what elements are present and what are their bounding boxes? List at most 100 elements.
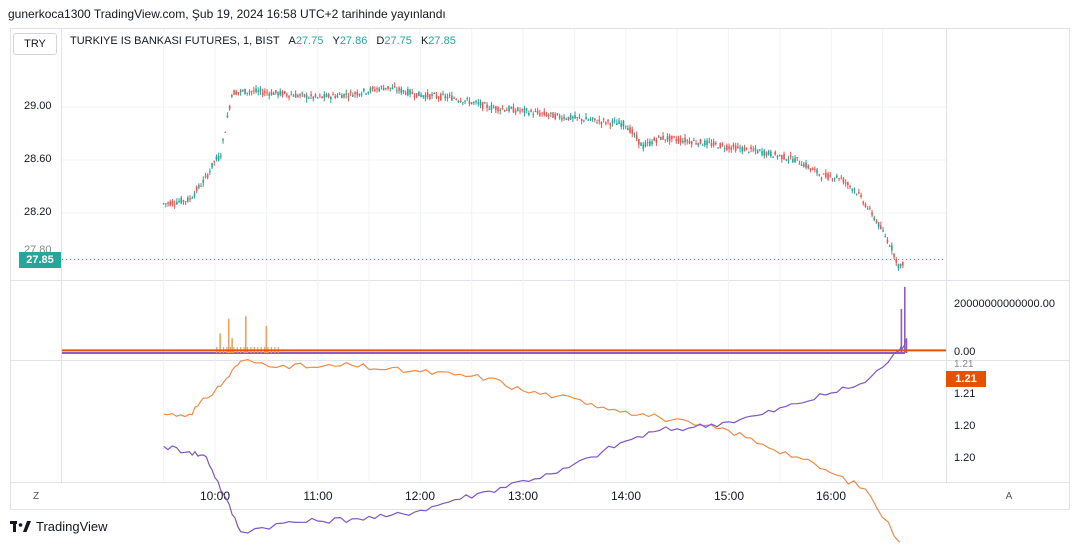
price-candle	[492, 107, 495, 109]
auto-scale-z-button[interactable]: Z	[32, 490, 40, 502]
price-candle	[712, 141, 715, 146]
price-candle	[206, 174, 209, 178]
price-candle	[545, 113, 548, 117]
price-candle	[426, 92, 429, 97]
price-candle	[866, 208, 869, 210]
price-candle	[675, 139, 678, 141]
publish-info: gunerkoca1300 TradingView.com, Şub 19, 2…	[8, 7, 446, 21]
price-candle	[231, 94, 233, 97]
price-candle	[464, 100, 466, 102]
price-candle	[506, 109, 508, 111]
indicator-orange-line	[163, 358, 901, 543]
price-candle	[180, 197, 183, 204]
price-candle	[281, 91, 284, 96]
price-candle	[277, 92, 279, 96]
price-candle	[508, 106, 510, 112]
price-candle	[312, 96, 315, 99]
price-candle	[827, 173, 829, 180]
symbol-title[interactable]: TURKIYE IS BANKASI FUTURES, 1, BIST	[70, 35, 280, 47]
price-candle	[176, 202, 178, 205]
price-tick: 28.20	[24, 206, 52, 218]
price-candle	[437, 97, 440, 99]
price-candle	[897, 263, 900, 269]
high-label: Y	[332, 35, 340, 47]
price-candle	[541, 112, 543, 114]
price-candle	[517, 107, 519, 111]
price-candle	[334, 95, 337, 98]
price-candle	[796, 157, 799, 159]
price-candle	[646, 142, 649, 144]
price-candle	[242, 90, 244, 92]
currency-button[interactable]: TRY	[13, 33, 57, 55]
price-candle	[319, 95, 321, 97]
time-tick: 13:00	[507, 489, 539, 503]
price-candle	[752, 149, 755, 151]
pane-separator[interactable]	[10, 360, 1070, 361]
price-candle	[198, 184, 200, 188]
price-candle	[310, 94, 312, 97]
price-candle	[162, 203, 165, 205]
price-candle	[882, 230, 884, 232]
price-candle	[699, 139, 702, 144]
price-candle	[737, 146, 739, 148]
close-label: K	[420, 35, 429, 47]
price-candle	[209, 171, 211, 173]
price-candle	[200, 185, 202, 187]
price-candle	[446, 96, 449, 99]
pane-separator[interactable]	[10, 280, 1070, 281]
price-candle	[521, 108, 524, 110]
time-tick: 11:00	[303, 489, 333, 503]
price-candle	[642, 144, 645, 149]
price-candle	[283, 91, 286, 94]
price-candle	[404, 92, 407, 95]
price-candle	[407, 88, 409, 96]
price-candle	[607, 119, 609, 122]
price-candle	[224, 131, 227, 133]
price-candle	[798, 163, 801, 165]
price-candle	[622, 120, 625, 127]
price-candle	[774, 151, 777, 155]
price-candle	[657, 135, 660, 137]
price-candle	[250, 91, 253, 93]
price-candle	[470, 102, 473, 105]
low-label: D	[376, 35, 385, 47]
price-candle	[376, 88, 378, 90]
price-candle	[695, 143, 697, 145]
price-candle	[189, 198, 191, 200]
price-candle	[173, 204, 176, 206]
auto-scale-a-button[interactable]: A	[1005, 490, 1013, 502]
price-candle	[664, 139, 667, 141]
footer-brand: TradingView	[10, 519, 108, 534]
price-candle	[547, 115, 550, 117]
price-candle	[673, 136, 675, 138]
price-candle	[382, 87, 385, 91]
price-candle	[321, 96, 323, 98]
indicator-tick: 1.21	[954, 388, 976, 400]
price-candle	[563, 116, 565, 119]
price-candle	[429, 94, 431, 100]
price-candle	[862, 201, 865, 204]
price-candle	[899, 264, 902, 267]
time-axis[interactable]	[10, 482, 1070, 510]
price-candle	[409, 89, 411, 95]
price-candle	[415, 93, 418, 98]
price-candle	[772, 156, 774, 158]
price-candle	[719, 142, 722, 148]
price-candle	[266, 92, 268, 94]
price-candle	[635, 135, 638, 139]
price-candle	[589, 119, 592, 121]
price-candle	[462, 102, 464, 104]
last-price-tag: 27.85	[19, 252, 61, 268]
price-candle	[323, 94, 326, 98]
price-candle	[580, 118, 583, 121]
price-candle	[360, 93, 363, 95]
price-candle	[235, 91, 238, 95]
price-candle	[380, 86, 383, 88]
price-candle	[349, 91, 352, 93]
indicator-tick: 1.20	[954, 452, 976, 464]
price-candle	[884, 235, 887, 237]
low-value: 27.75	[384, 35, 412, 47]
price-candle	[332, 93, 334, 96]
price-candle	[275, 90, 277, 94]
